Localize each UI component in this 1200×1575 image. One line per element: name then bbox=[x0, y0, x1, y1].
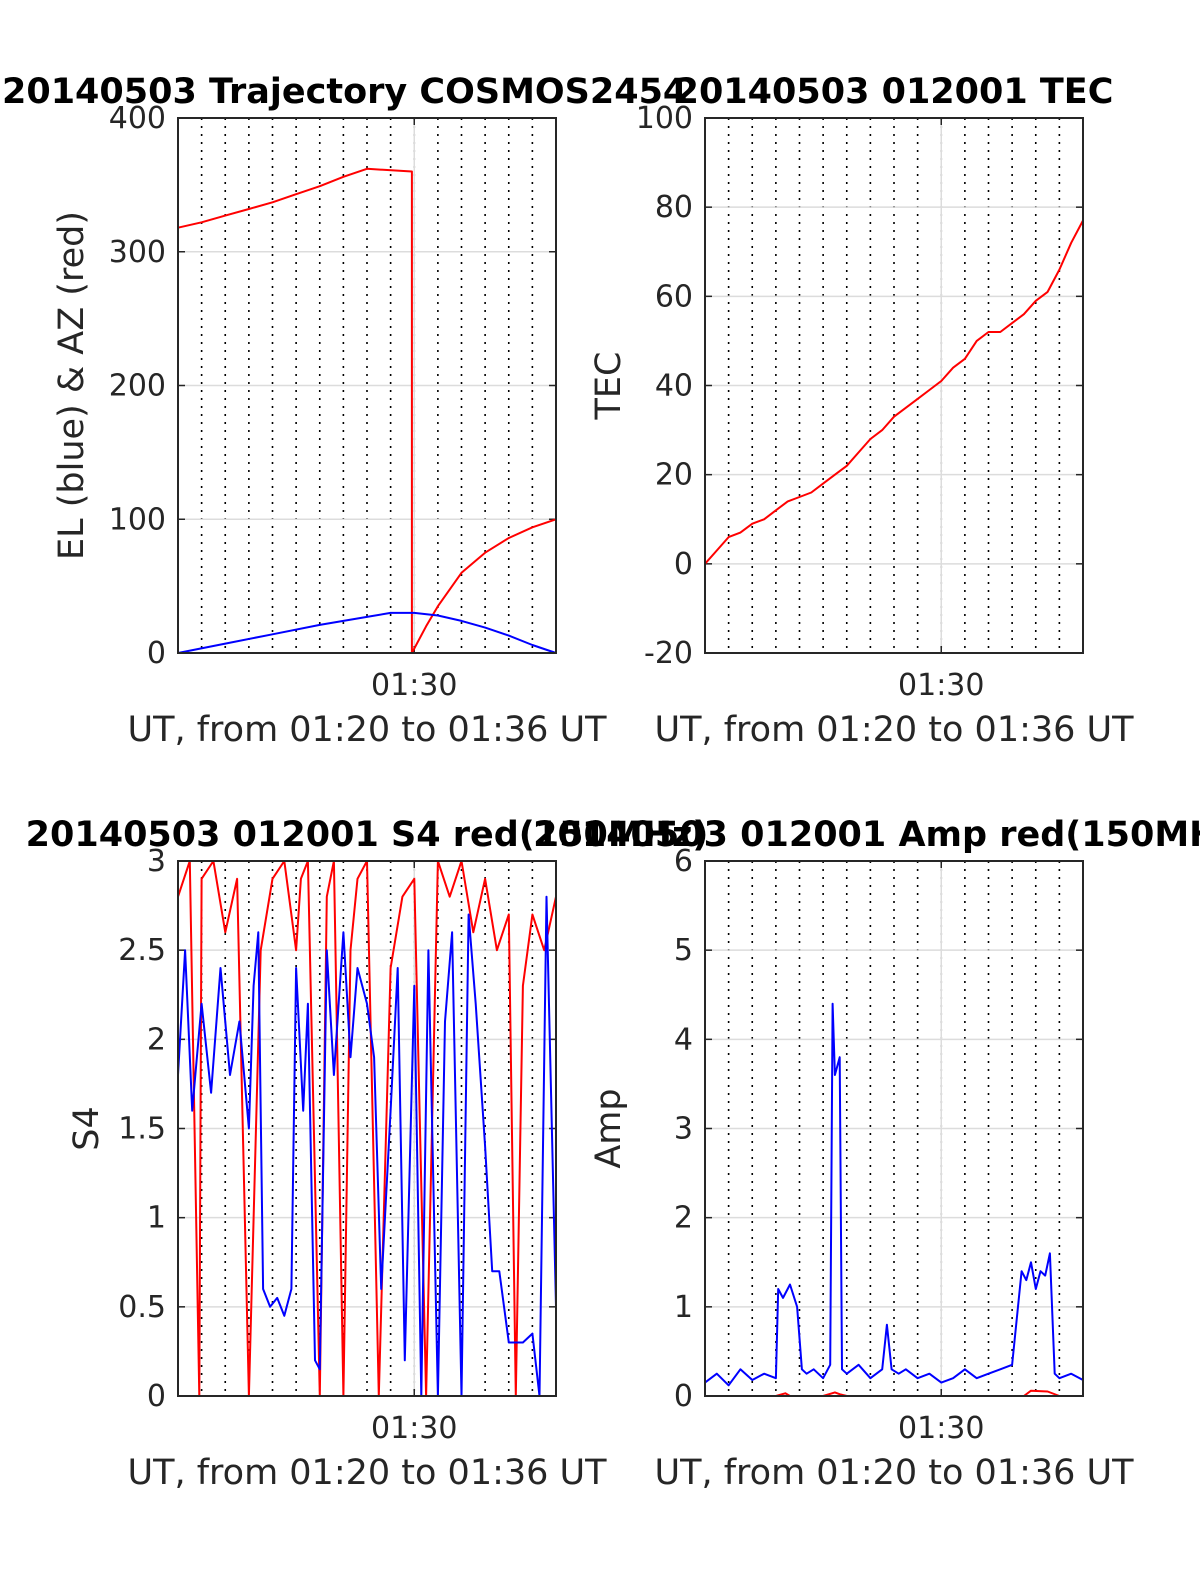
y-tick-label: 1 bbox=[674, 1290, 693, 1325]
y-axis-label: EL (blue) & AZ (red) bbox=[52, 211, 92, 560]
chart-title: 20140503 012001 Amp red(150MHz) bbox=[533, 815, 1200, 855]
axes-box bbox=[704, 117, 1084, 654]
y-tick-label: 0 bbox=[674, 1379, 693, 1414]
x-axis-label: UT, from 01:20 to 01:36 UT bbox=[127, 710, 607, 750]
series-line-blue bbox=[704, 1002, 1084, 1387]
x-axis-label: UT, from 01:20 to 01:36 UT bbox=[654, 1453, 1134, 1493]
y-axis-label: S4 bbox=[67, 1106, 107, 1151]
y-tick-label: 20 bbox=[655, 458, 693, 493]
y-tick-label: 5 bbox=[674, 933, 693, 968]
panel-2: -20 0 20 40 60 80 100 01:30 UT, from 01:20 to 01… bbox=[589, 72, 1134, 750]
y-tick-label: 80 bbox=[655, 190, 693, 225]
x-tick-label: 01:30 bbox=[371, 1411, 457, 1446]
y-tick-label: 100 bbox=[109, 502, 166, 537]
series-line-red bbox=[177, 860, 557, 1397]
y-axis-label: TEC bbox=[589, 352, 629, 421]
panel-4: 0 1 2 3 4 5 6 01:30 UT, from 01:20 to 01:36 UT Am… bbox=[533, 815, 1200, 1493]
y-tick-label: 60 bbox=[655, 279, 693, 314]
y-tick-label: 2 bbox=[147, 1022, 166, 1057]
panel-3: 0 0.5 1 1.5 2 2.5 3 01:30 UT, from 01:20 to 01:3… bbox=[26, 815, 709, 1493]
y-tick-label: 100 bbox=[636, 101, 693, 136]
y-tick-label: 6 bbox=[674, 844, 693, 879]
y-tick-label: 0 bbox=[674, 547, 693, 582]
y-tick-label: 1 bbox=[147, 1201, 166, 1236]
axes-box bbox=[704, 860, 1084, 1397]
chart-title: 20140503 012001 S4 red(150MHz) bbox=[26, 815, 709, 855]
y-tick-label: 3 bbox=[147, 844, 166, 879]
panel-1: 0 100 200 300 400 01:30 UT, from 01:20 to 01:3… bbox=[2, 72, 687, 750]
x-tick-label: 01:30 bbox=[898, 1411, 984, 1446]
series-line-red bbox=[177, 167, 557, 654]
chart-title: 20140503 012001 TEC bbox=[675, 72, 1114, 112]
y-tick-label: 300 bbox=[109, 235, 166, 270]
y-tick-label: 2.5 bbox=[118, 933, 166, 968]
y-axis-label: Amp bbox=[589, 1088, 629, 1168]
y-tick-label: 0 bbox=[147, 636, 166, 671]
y-tick-label: -20 bbox=[644, 636, 693, 671]
axes-box bbox=[177, 117, 557, 654]
y-tick-label: 0 bbox=[147, 1379, 166, 1414]
y-tick-label: 0.5 bbox=[118, 1290, 166, 1325]
series-line-blue bbox=[177, 611, 557, 654]
y-tick-label: 2 bbox=[674, 1201, 693, 1236]
x-axis-label: UT, from 01:20 to 01:36 UT bbox=[654, 710, 1134, 750]
x-tick-label: 01:30 bbox=[371, 668, 457, 703]
y-tick-label: 40 bbox=[655, 369, 693, 404]
axes-box bbox=[177, 860, 557, 1397]
x-axis-label: UT, from 01:20 to 01:36 UT bbox=[127, 1453, 607, 1493]
series-line-red bbox=[704, 220, 1084, 565]
y-tick-label: 3 bbox=[674, 1112, 693, 1147]
chart-title: 20140503 Trajectory COSMOS2454 bbox=[2, 72, 687, 112]
y-tick-label: 1.5 bbox=[118, 1112, 166, 1147]
y-tick-label: 400 bbox=[109, 101, 166, 136]
x-tick-label: 01:30 bbox=[898, 668, 984, 703]
y-tick-label: 200 bbox=[109, 369, 166, 404]
y-tick-label: 4 bbox=[674, 1022, 693, 1057]
series-line-blue bbox=[177, 895, 557, 1397]
